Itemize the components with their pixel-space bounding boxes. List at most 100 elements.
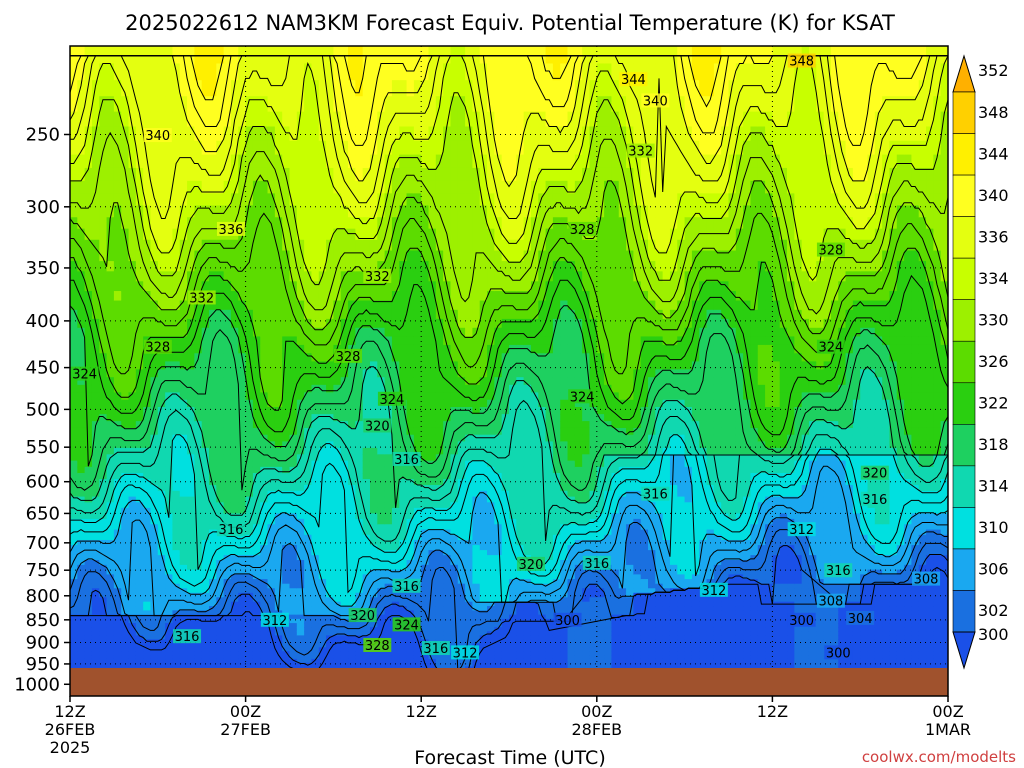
field-cell [172, 434, 181, 442]
field-cell [128, 384, 137, 393]
field-cell [143, 421, 152, 429]
field-cell [84, 399, 93, 408]
field-cell [348, 655, 356, 660]
field-cell [274, 261, 283, 272]
field-cell [252, 327, 261, 338]
field-cell [245, 421, 254, 429]
field-cell [135, 300, 144, 311]
field-cell [84, 361, 93, 370]
field-cell [267, 560, 276, 566]
field-cell [77, 639, 86, 644]
field-cell [296, 496, 305, 503]
field-cell [421, 454, 430, 462]
field-cell [223, 639, 232, 644]
field-cell [296, 167, 305, 182]
field-cell [135, 545, 144, 551]
field-cell [106, 427, 115, 436]
field-cell [201, 610, 210, 616]
field-cell [70, 592, 78, 598]
field-cell [99, 588, 108, 594]
field-cell [209, 614, 217, 620]
field-cell [179, 454, 188, 462]
field-cell [150, 369, 159, 378]
field-cell [238, 250, 247, 262]
field-cell [245, 579, 254, 585]
field-cell [304, 361, 313, 370]
field-cell [304, 560, 313, 566]
field-cell [443, 627, 452, 632]
field-cell [70, 484, 78, 492]
field-cell [245, 588, 254, 594]
field-cell [99, 154, 108, 169]
field-cell [165, 291, 174, 302]
field-cell [128, 167, 137, 182]
field-cell [348, 250, 356, 262]
field-cell [282, 647, 291, 652]
field-cell [157, 427, 166, 436]
field-cell [326, 414, 334, 422]
field-cell [289, 318, 298, 329]
field-cell [209, 655, 217, 660]
field-cell [157, 167, 166, 182]
field-cell [187, 427, 195, 436]
field-cell [340, 606, 349, 611]
field-cell [157, 421, 166, 429]
field-cell [391, 597, 400, 603]
field-cell [267, 606, 276, 611]
field-cell [201, 414, 210, 422]
field-cell [165, 618, 174, 624]
field-cell [296, 635, 305, 640]
field-cell [260, 336, 269, 346]
field-cell [296, 336, 305, 346]
field-cell [70, 239, 78, 252]
field-cell [194, 421, 203, 429]
field-cell [99, 80, 108, 97]
field-cell [362, 353, 371, 362]
field-cell [289, 154, 298, 169]
field-cell [355, 441, 364, 449]
field-cell [260, 550, 269, 556]
field-cell [157, 353, 166, 362]
field-cell [377, 658, 386, 664]
field-cell [340, 180, 349, 194]
field-cell [311, 479, 320, 486]
field-cell [406, 643, 415, 648]
field-cell [282, 550, 291, 556]
field-cell [223, 318, 232, 329]
field-cell [289, 180, 298, 194]
field-cell [179, 529, 188, 536]
field-cell [326, 513, 334, 520]
field-cell [413, 643, 422, 648]
field-cell [223, 361, 232, 370]
field-cell [70, 336, 78, 346]
field-cell [355, 601, 364, 607]
field-cell [194, 647, 203, 652]
field-cell [457, 524, 466, 531]
field-cell [91, 300, 100, 311]
field-cell [274, 529, 283, 536]
field-cell [128, 564, 137, 571]
field-cell [77, 597, 86, 603]
field-cell [267, 80, 276, 97]
field-cell [143, 484, 152, 492]
field-cell [91, 309, 100, 320]
field-cell [340, 592, 349, 598]
field-cell [413, 239, 422, 252]
field-cell [348, 627, 356, 632]
field-cell [245, 447, 254, 455]
field-cell [274, 344, 283, 354]
field-cell [238, 239, 247, 252]
field-cell [201, 662, 210, 668]
field-cell [245, 647, 254, 652]
field-cell [209, 550, 217, 556]
field-cell [121, 466, 130, 474]
field-cell [450, 46, 459, 65]
field-cell [238, 454, 247, 462]
field-cell [318, 96, 327, 113]
field-cell [165, 655, 174, 660]
field-cell [450, 167, 459, 182]
field-cell [274, 46, 283, 65]
field-cell [106, 46, 115, 65]
field-cell [113, 193, 122, 207]
field-cell [406, 484, 415, 492]
